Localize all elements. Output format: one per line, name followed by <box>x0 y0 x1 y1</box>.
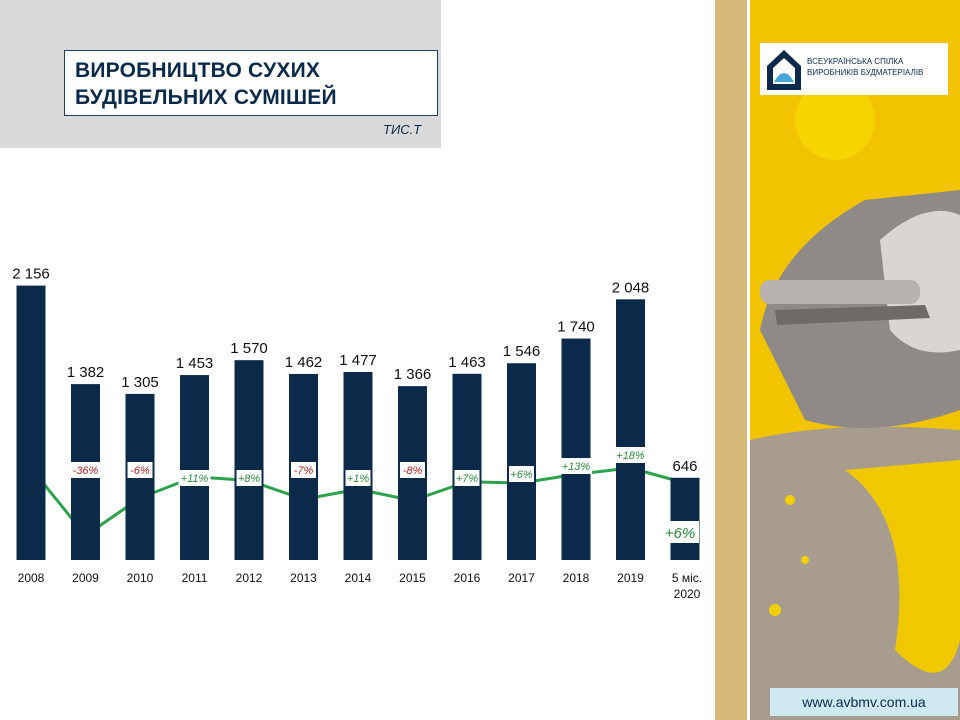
x-tick-label: 2014 <box>345 571 372 585</box>
x-tick-label: 2011 <box>182 571 208 585</box>
title-line-1: ВИРОБНИЦТВО СУХИХ <box>75 59 321 82</box>
bar-2011 <box>180 375 209 560</box>
value-label: 1 453 <box>176 355 214 372</box>
growth-label: +11% <box>181 473 209 485</box>
x-tick-label: 5 міс. <box>672 571 702 585</box>
photo-panel <box>715 0 960 720</box>
chart-title: ВИРОБНИЦТВО СУХИХ БУДІВЕЛЬНИХ СУМІШЕЙ <box>64 50 438 116</box>
growth-label: +8% <box>238 473 261 485</box>
production-chart: 2 156 2008 1 382 2009 -36% 1 305 2010 -6% 1 453 2… <box>12 266 702 601</box>
value-label: 1 463 <box>448 354 486 371</box>
value-label: 1 740 <box>557 319 595 336</box>
x-tick-label: 2019 <box>617 571 644 585</box>
logo-line-1: ВСЕУКРАЇНСЬКА СПІЛКА <box>807 57 904 66</box>
growth-label: +13% <box>562 461 591 473</box>
house-logo-icon <box>767 50 801 90</box>
growth-label-bg <box>661 521 699 543</box>
growth-label: -7% <box>294 465 314 477</box>
value-label: 646 <box>672 458 697 475</box>
value-label: 1 462 <box>285 354 323 371</box>
x-tick-label: 2013 <box>290 571 317 585</box>
value-label: 1 570 <box>230 340 268 357</box>
unit-label: ТИС.Т <box>383 122 422 137</box>
value-label: 1 305 <box>121 374 159 391</box>
growth-label-bg <box>614 447 647 463</box>
growth-label: -6% <box>130 465 150 477</box>
growth-label-bg <box>178 470 211 486</box>
growth-label-bg <box>236 470 262 486</box>
growth-label: +7% <box>456 473 479 485</box>
growth-label: +6% <box>665 525 695 542</box>
website-url[interactable]: www.avbmv.com.ua <box>770 688 958 716</box>
growth-label-bg <box>291 462 316 478</box>
x-tick-label: 2016 <box>454 571 481 585</box>
x-tick-label: 2020 <box>674 587 701 601</box>
value-label: 1 477 <box>339 352 377 369</box>
bar-2014 <box>343 372 373 560</box>
value-label: 1 382 <box>67 364 105 381</box>
growth-label-bg <box>400 462 425 478</box>
logo-text: ВСЕУКРАЇНСЬКА СПІЛКА ВИРОБНИКІВ БУДМАТЕР… <box>807 56 945 78</box>
decorative-photo <box>715 0 960 720</box>
growth-label: -8% <box>403 465 423 477</box>
value-label: 2 156 <box>12 266 50 283</box>
bar-2012 <box>234 360 264 560</box>
growth-label-bg <box>454 470 480 486</box>
growth-label: -36% <box>73 465 99 477</box>
growth-label-bg <box>560 458 592 474</box>
growth-label-bg <box>69 462 102 478</box>
bar-2019 <box>616 299 645 560</box>
x-tick-label: 2012 <box>236 571 263 585</box>
x-tick-label: 2018 <box>563 571 590 585</box>
x-tick-label: 2008 <box>18 571 45 585</box>
bar-2008 <box>16 285 46 560</box>
organization-logo: ВСЕУКРАЇНСЬКА СПІЛКА ВИРОБНИКІВ БУДМАТЕР… <box>760 43 948 95</box>
growth-label: +1% <box>347 473 370 485</box>
growth-label-bg <box>127 462 153 478</box>
bar-2017 <box>507 363 536 560</box>
bar-2016 <box>452 373 482 560</box>
x-tick-label: 2015 <box>399 571 426 585</box>
growth-label: +18% <box>616 450 645 462</box>
value-label: 1 546 <box>503 343 541 360</box>
value-label: 1 366 <box>394 366 432 383</box>
bar-2018 <box>561 338 591 560</box>
growth-label-bg <box>345 470 371 486</box>
growth-label-bg <box>509 466 534 482</box>
title-line-2: БУДІВЕЛЬНИХ СУМІШЕЙ <box>75 86 337 109</box>
growth-label: +6% <box>510 469 533 481</box>
logo-line-2: ВИРОБНИКІВ БУДМАТЕРІАЛІВ <box>807 68 924 77</box>
value-label: 2 048 <box>612 279 650 296</box>
bar-5-міс-2020 <box>670 477 700 560</box>
x-tick-label: 2017 <box>508 571 535 585</box>
x-tick-label: 2009 <box>72 571 99 585</box>
x-tick-label: 2010 <box>127 571 154 585</box>
